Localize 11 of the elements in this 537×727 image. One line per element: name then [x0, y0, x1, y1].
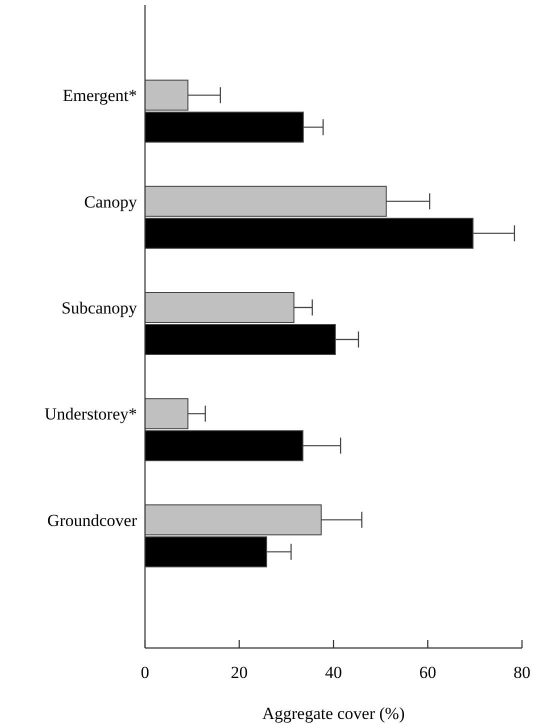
x-tick-label: 80 [514, 663, 530, 682]
y-tick-label: Understorey* [44, 404, 137, 424]
x-tick-label: 40 [325, 663, 342, 682]
x-axis-title: Aggregate cover (%) [262, 704, 405, 723]
y-tick-label: Groundcover [47, 510, 138, 530]
y-tick-label: Emergent* [62, 86, 137, 106]
y-tick-label: Subcanopy [61, 298, 138, 318]
y-tick-label: Canopy [84, 192, 138, 212]
x-tick-label: 20 [230, 663, 248, 682]
x-tick-label: 0 [140, 663, 150, 682]
x-tick-label: 60 [419, 663, 436, 682]
